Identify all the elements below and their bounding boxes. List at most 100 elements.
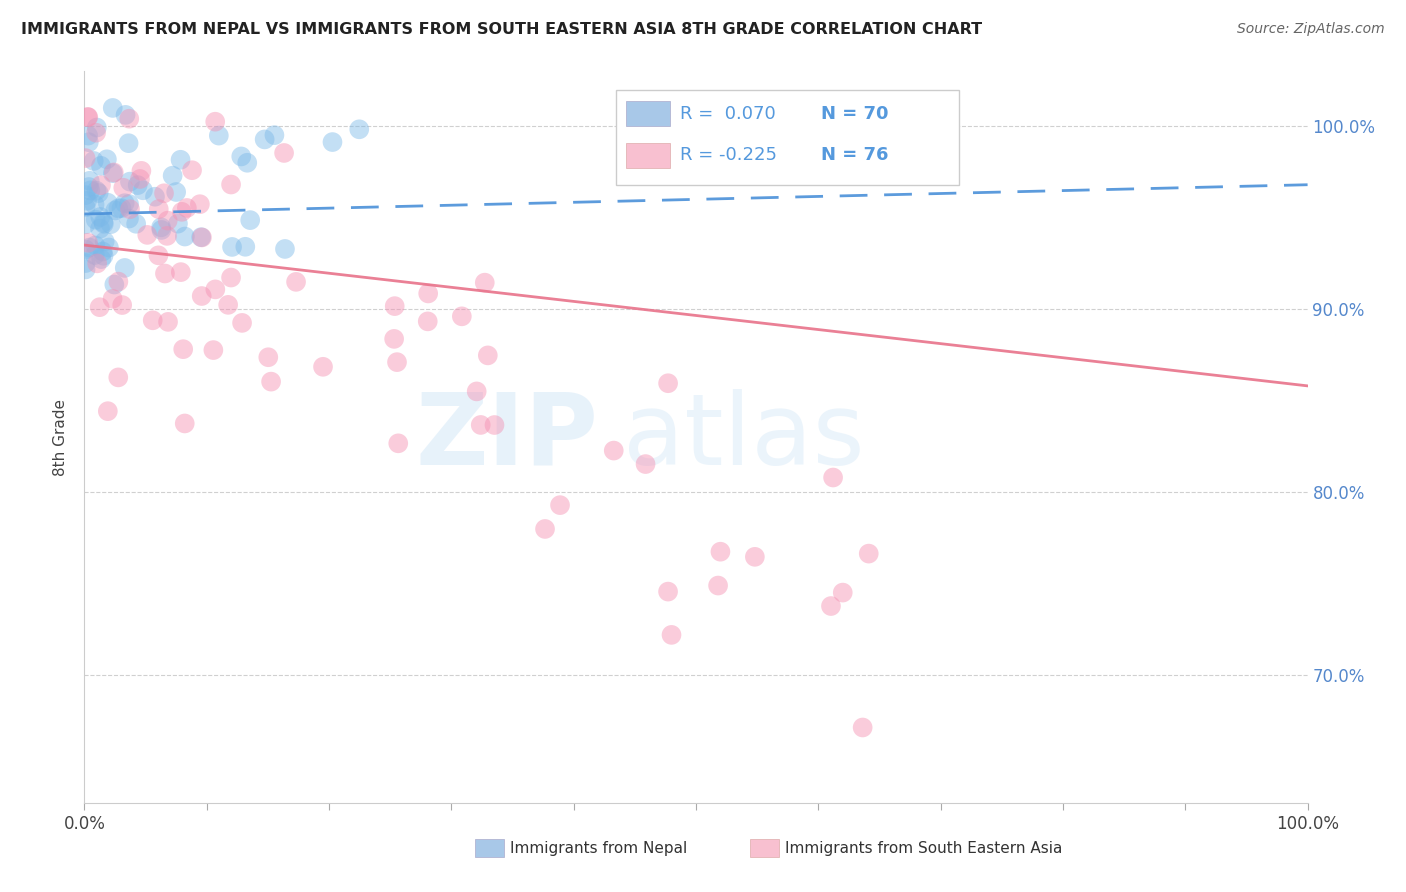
Point xyxy=(75,262,97,277)
Point xyxy=(132,183,155,197)
Point xyxy=(162,169,184,183)
Text: IMMIGRANTS FROM NEPAL VS IMMIGRANTS FROM SOUTH EASTERN ASIA 8TH GRADE CORRELATIO: IMMIGRANTS FROM NEPAL VS IMMIGRANTS FROM… xyxy=(21,22,983,37)
Point xyxy=(75,243,97,257)
Text: atlas: atlas xyxy=(623,389,865,485)
Point xyxy=(118,202,141,217)
Point xyxy=(148,248,170,262)
Point xyxy=(118,197,141,211)
Point xyxy=(450,310,472,324)
Point xyxy=(603,443,626,458)
Point xyxy=(181,163,204,178)
Point xyxy=(75,256,97,270)
Point xyxy=(75,188,97,202)
Point xyxy=(110,201,132,215)
Point xyxy=(90,178,112,193)
Point xyxy=(387,436,409,450)
Point xyxy=(79,241,101,255)
Point xyxy=(107,202,129,216)
Point xyxy=(93,215,115,229)
Point xyxy=(260,375,283,389)
Point xyxy=(416,314,439,328)
Point xyxy=(634,457,657,471)
Point xyxy=(93,249,115,263)
Point xyxy=(93,217,115,231)
Point xyxy=(257,351,280,365)
Point xyxy=(534,522,557,536)
Point xyxy=(221,240,243,254)
FancyBboxPatch shape xyxy=(749,839,779,857)
Point xyxy=(153,267,176,281)
Point xyxy=(157,315,180,329)
Point xyxy=(100,217,122,231)
Point xyxy=(84,212,107,227)
Text: R = -0.225: R = -0.225 xyxy=(681,146,778,164)
Point xyxy=(208,128,231,143)
Point xyxy=(148,202,170,216)
Point xyxy=(173,229,195,244)
Point xyxy=(831,585,853,599)
Point xyxy=(136,227,159,242)
Point xyxy=(86,120,108,135)
Point xyxy=(118,211,141,226)
Point xyxy=(111,298,134,312)
Point xyxy=(465,384,488,399)
Point xyxy=(548,498,571,512)
Point xyxy=(118,112,141,126)
Point xyxy=(83,153,105,168)
Point xyxy=(127,178,149,193)
Point xyxy=(167,217,190,231)
Point xyxy=(83,197,105,211)
Point xyxy=(273,145,295,160)
Point xyxy=(169,153,191,167)
Point xyxy=(349,122,371,136)
Point xyxy=(231,149,253,163)
Point xyxy=(86,256,108,270)
Point xyxy=(219,178,242,192)
Point xyxy=(274,242,297,256)
Point xyxy=(190,289,212,303)
Point xyxy=(156,228,179,243)
Point xyxy=(474,276,496,290)
Point xyxy=(820,599,842,613)
Point xyxy=(153,186,176,201)
Point xyxy=(190,230,212,244)
Point xyxy=(114,260,136,275)
Point xyxy=(263,128,285,143)
Point xyxy=(707,578,730,592)
Point xyxy=(231,316,253,330)
Text: Source: ZipAtlas.com: Source: ZipAtlas.com xyxy=(1237,22,1385,37)
Point xyxy=(312,359,335,374)
Point xyxy=(107,275,129,289)
Point xyxy=(87,186,110,200)
Point xyxy=(202,343,225,357)
Point xyxy=(101,292,124,306)
Point xyxy=(477,348,499,362)
Point xyxy=(77,180,100,194)
Point xyxy=(142,313,165,327)
Point xyxy=(657,376,679,391)
Point xyxy=(744,549,766,564)
Point xyxy=(382,332,405,346)
Point xyxy=(170,265,193,279)
Point xyxy=(77,135,100,149)
Point xyxy=(188,197,211,211)
Point xyxy=(76,110,98,124)
Point xyxy=(84,126,107,140)
Point xyxy=(236,155,259,169)
FancyBboxPatch shape xyxy=(626,143,671,168)
Point xyxy=(118,175,141,189)
Point xyxy=(131,164,153,178)
Point xyxy=(77,110,100,124)
Point xyxy=(143,190,166,204)
Text: R =  0.070: R = 0.070 xyxy=(681,104,776,123)
Point xyxy=(76,194,98,208)
Point xyxy=(150,223,173,237)
Point xyxy=(253,132,276,146)
Point xyxy=(83,248,105,262)
Point xyxy=(239,213,262,227)
FancyBboxPatch shape xyxy=(616,90,959,185)
Point xyxy=(484,417,506,432)
Point xyxy=(97,404,120,418)
Point xyxy=(77,235,100,250)
Point xyxy=(97,240,120,254)
